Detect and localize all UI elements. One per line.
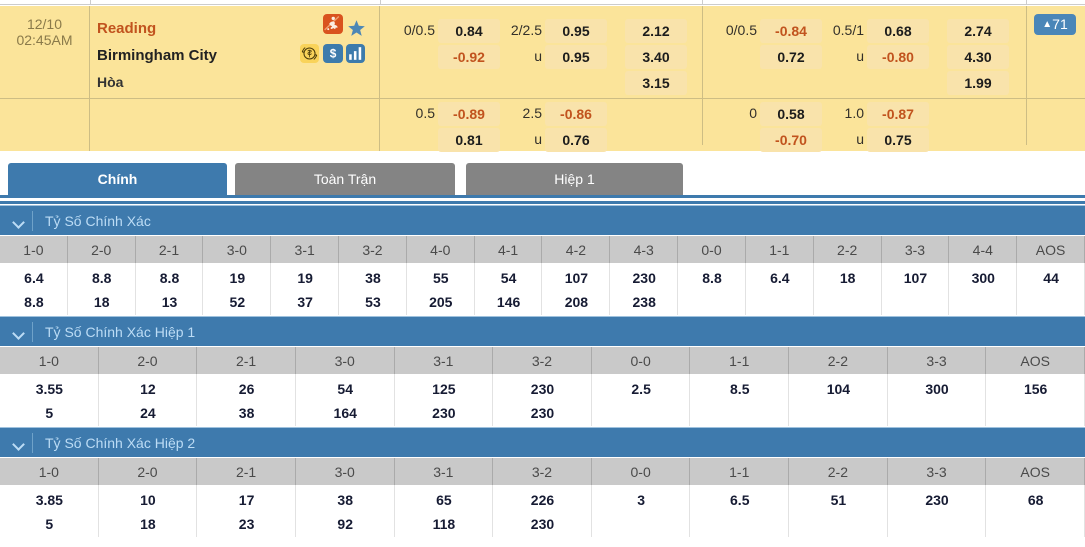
svg-text:$: $ <box>330 46 337 60</box>
